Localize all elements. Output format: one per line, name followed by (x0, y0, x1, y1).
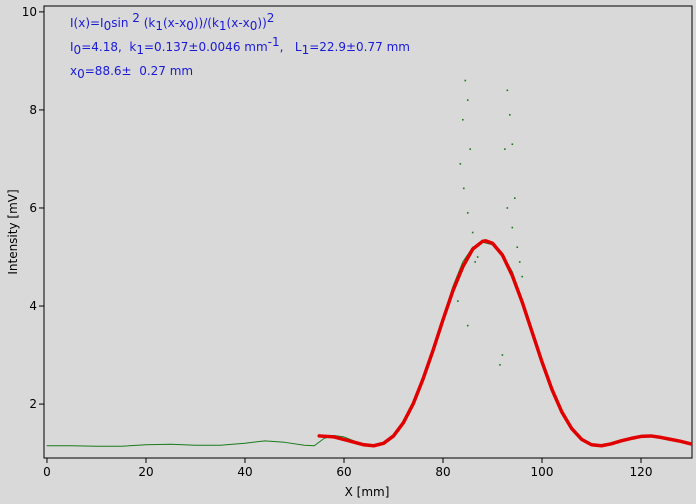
annotation-run: =88.6± 0.27 mm (85, 64, 193, 78)
data-point (509, 114, 511, 116)
annotation-run: )) (257, 16, 266, 30)
x-tick-label: 0 (43, 465, 51, 479)
annotation-run: -1 (268, 35, 280, 49)
annotation-run: 0 (104, 19, 112, 33)
data-point (459, 163, 462, 165)
y-tick-label: 4 (29, 299, 37, 313)
data-point (466, 324, 469, 327)
y-axis-label: Intensity [mV] (6, 189, 20, 274)
annotation-run: 2 (267, 11, 275, 25)
series-line (317, 239, 693, 448)
data-point (466, 99, 469, 101)
x-tick-label: 100 (531, 465, 554, 479)
marks (46, 79, 693, 448)
data-point (506, 207, 509, 209)
data-point (471, 231, 474, 234)
annotation-run: 0 (250, 19, 258, 33)
annotation-run: =4.18, k (81, 40, 136, 54)
x-tick-label: 80 (435, 465, 450, 479)
data-point (462, 187, 465, 190)
plot-area (43, 5, 693, 459)
annotation-line: I0=4.18, k1=0.137±0.0046 mm-1, L1=22.9±0… (70, 35, 410, 57)
x-tick-label: 20 (138, 465, 153, 479)
annotation-run: 0 (74, 43, 82, 57)
data-point (506, 89, 509, 92)
data-point (521, 275, 524, 278)
annotation-run: 2 (132, 11, 140, 25)
x-tick-label: 40 (237, 465, 252, 479)
annotation-line: I(x)=I0sin 2 (k1(x-x0))/(k1(x-x0))2 (70, 11, 274, 33)
annotation-run: x (70, 64, 77, 78)
data-point (511, 226, 514, 229)
data-point (474, 261, 476, 263)
annotation-run: I(x)=I (70, 16, 104, 30)
y-tick-label: 10 (22, 5, 37, 19)
annotation-run: I (70, 40, 74, 54)
annotation-run: =22.9±0.77 mm (309, 40, 410, 54)
annotation-run: 1 (155, 19, 163, 33)
annotation-run: 1 (136, 43, 144, 57)
annotation-run: =0.137±0.0046 mm (144, 40, 268, 54)
annotation-run: 0 (77, 67, 85, 81)
data-point (511, 143, 514, 146)
data-point (466, 212, 469, 214)
annotation-run: (x-x (163, 16, 186, 30)
data-point (513, 197, 516, 199)
annotation-run: (x-x (227, 16, 250, 30)
data-point (476, 256, 479, 258)
data-point (469, 148, 472, 150)
data-point (461, 118, 464, 121)
data-point (504, 148, 506, 150)
annotation-run: 1 (219, 19, 227, 33)
annotation-run: 0 (186, 19, 194, 33)
data-point (518, 261, 521, 263)
data-point (464, 79, 467, 82)
data-point (501, 354, 504, 356)
y-tick-label: 6 (29, 201, 37, 215)
x-axis-label: X [mm] (345, 485, 390, 499)
x-tick-label: 120 (630, 465, 653, 479)
annotation-run: (k (140, 16, 155, 30)
annotation-run: sin (111, 16, 132, 30)
data-point (457, 300, 459, 302)
annotation-run: , L (280, 40, 302, 54)
y-tick-label: 8 (29, 103, 37, 117)
x-tick-label: 60 (336, 465, 351, 479)
data-point (516, 246, 519, 248)
fit-annotation: I(x)=I0sin 2 (k1(x-x0))/(k1(x-x0))2I0=4.… (70, 11, 410, 81)
data-point (499, 364, 501, 366)
annotation-run: 1 (302, 43, 310, 57)
annotation-run: ))/(k (194, 16, 219, 30)
y-tick-label: 2 (29, 397, 37, 411)
annotation-line: x0=88.6± 0.27 mm (70, 64, 193, 81)
